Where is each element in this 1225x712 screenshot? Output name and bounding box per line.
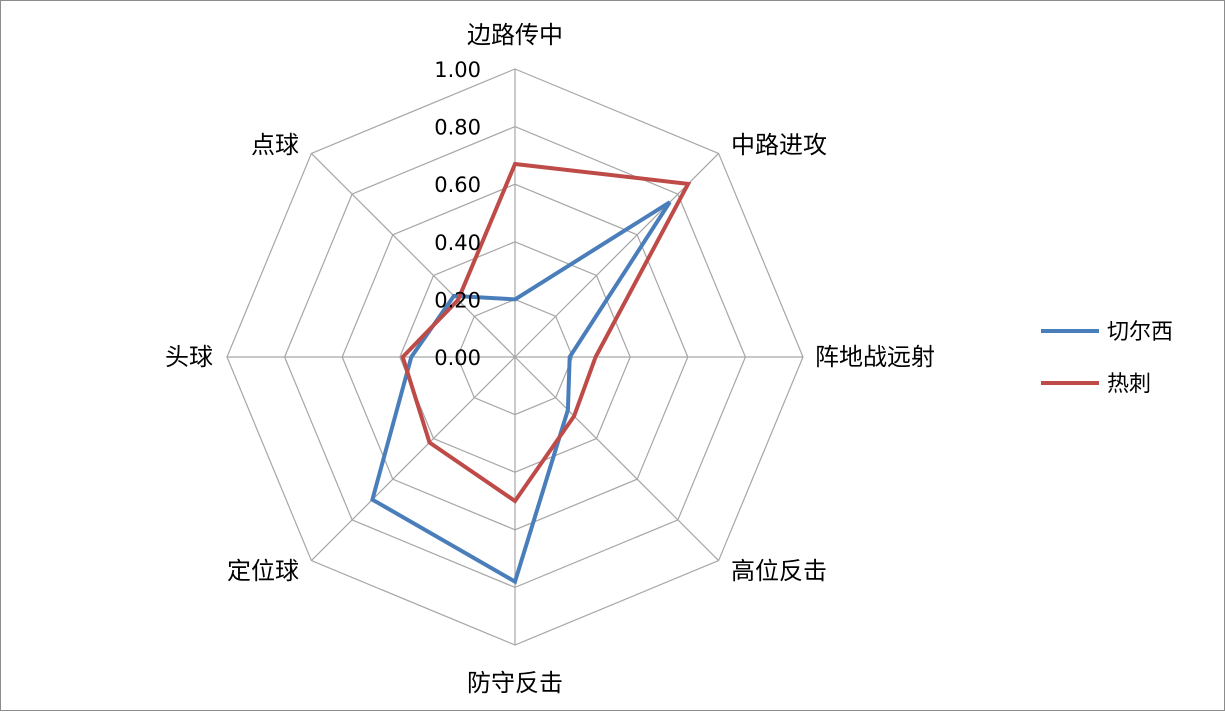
axis-label: 高位反击: [731, 557, 827, 585]
axis-label: 阵地战远射: [815, 343, 935, 371]
radial-tick-labels: 0.00 0.20 0.40 0.60 0.80 1.00: [434, 58, 481, 370]
grid-spoke: [514, 356, 720, 562]
tick-label: 1.00: [434, 58, 481, 82]
series-line-2: [400, 161, 692, 504]
legend-label-1: 切尔西: [1107, 320, 1173, 345]
axis-label: 头球: [165, 343, 213, 371]
grid-spoke: [310, 152, 516, 358]
axis-label: 点球: [251, 131, 299, 159]
radar-series-group: [370, 161, 692, 585]
axis-label: 中路进攻: [731, 131, 827, 159]
radar-grid: [226, 68, 804, 646]
tick-label: 0.60: [434, 173, 481, 197]
grid-spoke: [310, 356, 516, 562]
tick-label: 0.80: [434, 116, 481, 140]
tick-label: 0.20: [434, 288, 481, 312]
axis-label: 边路传中: [467, 21, 563, 49]
axis-label: 防守反击: [467, 669, 563, 697]
tick-label: 0.40: [434, 231, 481, 255]
tick-label: 0.00: [434, 346, 481, 370]
axis-label: 定位球: [227, 557, 299, 585]
legend-label-2: 热刺: [1107, 372, 1151, 397]
